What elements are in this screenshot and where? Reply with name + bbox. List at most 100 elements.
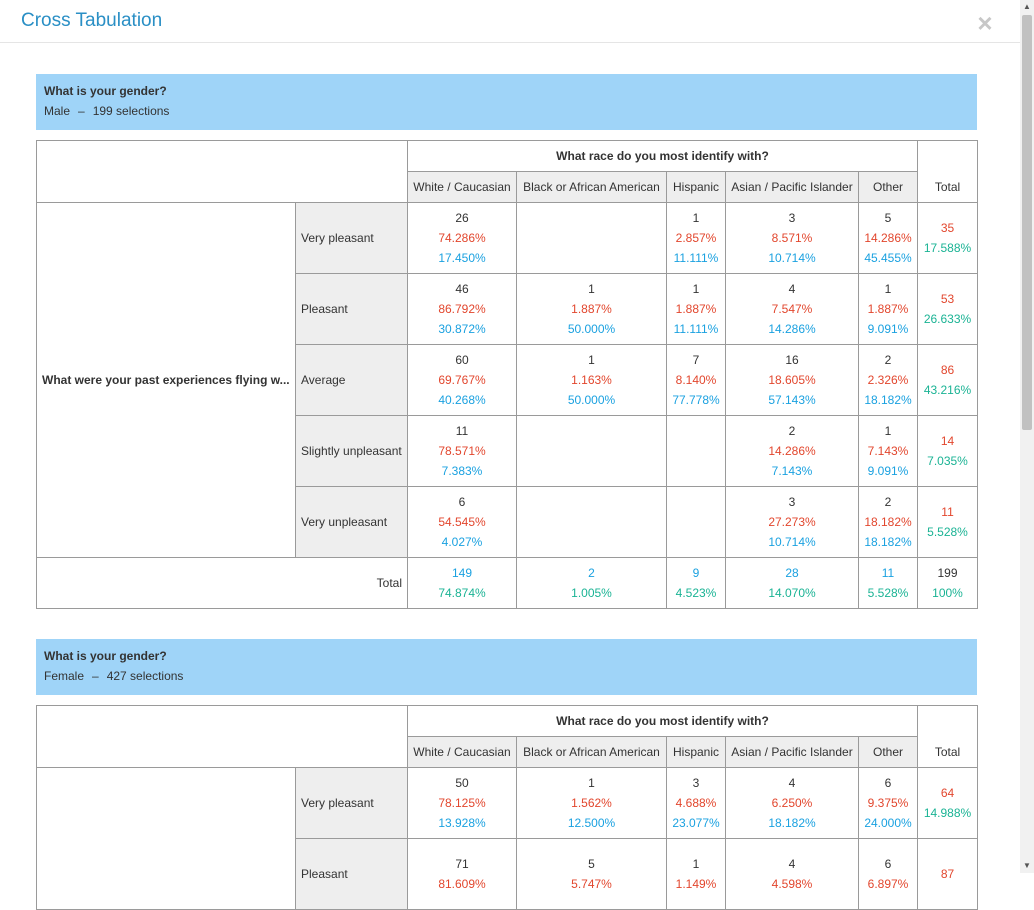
- table-row: Average 60 69.767% 40.268% 1 1.163% 50.000% …: [37, 344, 979, 416]
- row-label: Very pleasant: [295, 202, 408, 274]
- row-label: Average: [295, 344, 408, 416]
- column-header: Black or African American: [516, 736, 667, 768]
- group-header-female: What is your gender? Female –427 selectio…: [36, 639, 977, 695]
- close-icon[interactable]: ×: [977, 8, 993, 38]
- scrollbar-thumb[interactable]: [1022, 15, 1032, 430]
- data-cell: 1 1.887% 9.091%: [857, 273, 919, 345]
- data-cell: [666, 486, 726, 558]
- data-cell: 6 54.545% 4.027%: [407, 486, 517, 558]
- row-label: Very pleasant: [295, 767, 408, 839]
- column-total-cell: 149 74.874%: [407, 557, 517, 609]
- data-cell: [516, 486, 667, 558]
- data-cell: 71 81.609%: [407, 838, 517, 910]
- group-question: What is your gender?: [44, 649, 167, 663]
- group-selection: Male –199 selections: [44, 104, 170, 118]
- data-cell: 6 9.375% 24.000%: [857, 767, 919, 839]
- row-question: What were your past experiences flying w…: [36, 202, 296, 558]
- data-cell: 4 7.547% 14.286%: [725, 273, 859, 345]
- table-corner: [36, 705, 408, 768]
- group-selection-value: Female: [44, 669, 85, 683]
- scroll-down-arrow-icon[interactable]: ▼: [1023, 861, 1031, 870]
- column-header: Hispanic: [666, 736, 726, 768]
- data-cell: 11 78.571% 7.383%: [407, 415, 517, 487]
- data-cell: 4 6.250% 18.182%: [725, 767, 859, 839]
- row-question: [36, 767, 296, 910]
- data-cell: [516, 415, 667, 487]
- row-total-cell: 87: [917, 838, 979, 910]
- row-label: Pleasant: [295, 838, 408, 910]
- column-total-cell: 11 5.528%: [857, 557, 919, 609]
- data-cell: 3 27.273% 10.714%: [725, 486, 859, 558]
- scroll-up-arrow-icon[interactable]: ▲: [1023, 2, 1031, 11]
- row-label: Pleasant: [295, 273, 408, 345]
- column-header: White / Caucasian: [407, 171, 517, 203]
- row-label: Very unpleasant: [295, 486, 408, 558]
- data-cell: 1 7.143% 9.091%: [857, 415, 919, 487]
- data-cell: 1 1.149%: [666, 838, 726, 910]
- column-header: Other: [857, 171, 919, 203]
- group-question: What is your gender?: [44, 84, 167, 98]
- data-cell: 3 8.571% 10.714%: [725, 202, 859, 274]
- data-cell: 4 4.598%: [725, 838, 859, 910]
- totals-row: Total 149 74.874% 2 1.005% 9 4.523% 28 14.07…: [36, 557, 979, 609]
- column-total-cell: 9 4.523%: [666, 557, 726, 609]
- column-header: White / Caucasian: [407, 736, 517, 768]
- table-row: Very pleasant 50 78.125% 13.928% 1 1.562% 12…: [36, 767, 979, 910]
- table-row: Slightly unpleasant 11 78.571% 7.383% 2 14.…: [37, 415, 979, 487]
- row-total-cell: 86 43.216%: [917, 344, 979, 416]
- totals-row-label: Total: [36, 557, 408, 609]
- table-row: Pleasant 46 86.792% 30.872% 1 1.887% 50.000%…: [37, 273, 979, 345]
- column-total-cell: 28 14.070%: [725, 557, 859, 609]
- row-total-cell: 14 7.035%: [917, 415, 979, 487]
- column-header: Asian / Pacific Islander: [725, 171, 859, 203]
- table-corner: [36, 140, 408, 203]
- row-total-cell: 64 14.988%: [917, 767, 979, 839]
- data-cell: 50 78.125% 13.928%: [407, 767, 517, 839]
- data-cell: 1 1.887% 11.111%: [666, 273, 726, 345]
- data-cell: 2 14.286% 7.143%: [725, 415, 859, 487]
- row-label: Slightly unpleasant: [295, 415, 408, 487]
- data-cell: 1 1.887% 50.000%: [516, 273, 667, 345]
- total-column-header: Total: [917, 140, 979, 203]
- data-cell: 46 86.792% 30.872%: [407, 273, 517, 345]
- column-question: What race do you most identify with?: [406, 705, 919, 737]
- data-cell: 1 1.163% 50.000%: [516, 344, 667, 416]
- data-cell: 7 8.140% 77.778%: [666, 344, 726, 416]
- grand-total-cell: 199 100%: [917, 557, 979, 609]
- data-cell: 26 74.286% 17.450%: [407, 202, 517, 274]
- data-cell: 2 2.326% 18.182%: [857, 344, 919, 416]
- data-cell: 6 6.897%: [857, 838, 919, 910]
- crosstab-table-male: What race do you most identify with? Tot…: [36, 140, 979, 609]
- vertical-scrollbar[interactable]: ▲ ▼: [1020, 0, 1034, 873]
- group-selection-count: 427 selections: [106, 669, 184, 683]
- crosstab-table-female: What race do you most identify with? Tot…: [36, 705, 979, 910]
- group-header-male: What is your gender? Male –199 selections: [36, 74, 977, 130]
- data-cell: [666, 415, 726, 487]
- data-cell: 5 5.747%: [516, 838, 667, 910]
- row-total-cell: 53 26.633%: [917, 273, 979, 345]
- data-cell: 1 2.857% 11.111%: [666, 202, 726, 274]
- data-cell: 2 18.182% 18.182%: [857, 486, 919, 558]
- total-column-header: Total: [917, 705, 979, 768]
- row-total-cell: 35 17.588%: [917, 202, 979, 274]
- column-header: Black or African American: [516, 171, 667, 203]
- column-total-cell: 2 1.005%: [516, 557, 667, 609]
- column-header: Hispanic: [666, 171, 726, 203]
- column-question: What race do you most identify with?: [406, 140, 919, 172]
- group-selection-count: 199 selections: [92, 104, 170, 118]
- crosstab-content: What is your gender? Male –199 selections…: [36, 74, 979, 910]
- modal-header: Cross Tabulation ×: [0, 0, 1020, 43]
- data-cell: 60 69.767% 40.268%: [407, 344, 517, 416]
- group-selection-value: Male: [44, 104, 71, 118]
- group-selection: Female –427 selections: [44, 669, 184, 683]
- column-header: Asian / Pacific Islander: [725, 736, 859, 768]
- column-header: Other: [857, 736, 919, 768]
- data-cell: 1 1.562% 12.500%: [516, 767, 667, 839]
- data-cell: 3 4.688% 23.077%: [666, 767, 726, 839]
- table-row: What were your past experiences flying w…: [36, 202, 979, 558]
- data-cell: [516, 202, 667, 274]
- modal-title: Cross Tabulation: [21, 10, 163, 31]
- row-total-cell: 11 5.528%: [917, 486, 979, 558]
- data-cell: 16 18.605% 57.143%: [725, 344, 859, 416]
- data-cell: 5 14.286% 45.455%: [857, 202, 919, 274]
